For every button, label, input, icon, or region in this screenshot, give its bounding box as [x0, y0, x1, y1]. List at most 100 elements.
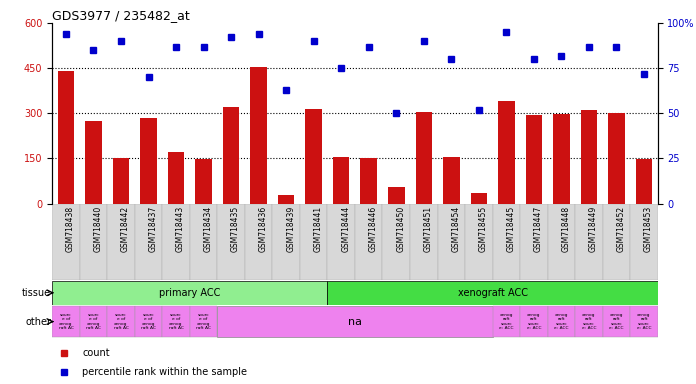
Bar: [58, 71, 74, 204]
Text: xenog
raft
sourc
e: ACC: xenog raft sourc e: ACC: [609, 313, 624, 330]
Text: percentile rank within the sample: percentile rank within the sample: [82, 367, 248, 377]
Text: sourc
e of
xenog
raft AC: sourc e of xenog raft AC: [58, 313, 73, 330]
Text: GSM718451: GSM718451: [424, 206, 433, 252]
Bar: [470, 193, 487, 204]
Text: GSM718444: GSM718444: [341, 206, 350, 252]
Bar: [410, 204, 438, 280]
Text: GSM718440: GSM718440: [93, 206, 102, 252]
Bar: [548, 306, 575, 337]
Bar: [300, 204, 327, 280]
Text: GSM718450: GSM718450: [396, 206, 405, 252]
Bar: [520, 306, 548, 337]
Bar: [107, 204, 135, 280]
Bar: [162, 204, 190, 280]
Bar: [80, 306, 107, 337]
Text: GSM718448: GSM718448: [562, 206, 571, 252]
Bar: [52, 306, 80, 337]
Text: xenog
raft
sourc
e: ACC: xenog raft sourc e: ACC: [554, 313, 569, 330]
Text: GSM718455: GSM718455: [479, 206, 488, 252]
Text: GSM718447: GSM718447: [534, 206, 543, 252]
Text: xenog
raft
sourc
e: ACC: xenog raft sourc e: ACC: [637, 313, 651, 330]
Text: xenog
raft
sourc
e: ACC: xenog raft sourc e: ACC: [527, 313, 541, 330]
Bar: [443, 157, 459, 204]
Bar: [217, 306, 493, 337]
Bar: [168, 152, 184, 204]
Bar: [327, 204, 355, 280]
Text: sourc
e of
xenog
raft AC: sourc e of xenog raft AC: [196, 313, 211, 330]
Text: other: other: [25, 316, 52, 327]
Bar: [333, 157, 349, 204]
Bar: [383, 204, 410, 280]
Bar: [493, 306, 520, 337]
Bar: [580, 110, 597, 204]
Text: GSM718438: GSM718438: [66, 206, 75, 252]
Bar: [498, 101, 514, 204]
Bar: [388, 187, 404, 204]
Bar: [245, 204, 272, 280]
Text: xenog
raft
sourc
e: ACC: xenog raft sourc e: ACC: [582, 313, 596, 330]
Text: tissue: tissue: [22, 288, 52, 298]
Text: primary ACC: primary ACC: [159, 288, 221, 298]
Text: GSM718443: GSM718443: [176, 206, 185, 252]
Bar: [107, 306, 135, 337]
Text: GSM718453: GSM718453: [644, 206, 653, 252]
Bar: [553, 114, 569, 204]
Text: count: count: [82, 348, 110, 358]
Bar: [575, 306, 603, 337]
Text: GSM718435: GSM718435: [231, 206, 240, 252]
Text: GDS3977 / 235482_at: GDS3977 / 235482_at: [52, 9, 190, 22]
Bar: [520, 204, 548, 280]
Bar: [630, 306, 658, 337]
Bar: [603, 204, 630, 280]
Bar: [113, 158, 129, 204]
Bar: [525, 115, 542, 204]
Bar: [361, 158, 377, 204]
Bar: [135, 204, 162, 280]
Text: sourc
e of
xenog
raft AC: sourc e of xenog raft AC: [113, 313, 129, 330]
Bar: [306, 109, 322, 204]
Bar: [575, 204, 603, 280]
Text: GSM718442: GSM718442: [121, 206, 130, 252]
Bar: [141, 118, 157, 204]
Bar: [630, 204, 658, 280]
Bar: [251, 67, 267, 204]
Bar: [80, 204, 107, 280]
Bar: [217, 204, 245, 280]
Bar: [465, 204, 493, 280]
Bar: [272, 204, 300, 280]
Text: na: na: [348, 316, 362, 327]
Bar: [355, 204, 383, 280]
Text: GSM718437: GSM718437: [148, 206, 157, 252]
Text: sourc
e of
xenog
raft AC: sourc e of xenog raft AC: [168, 313, 184, 330]
Bar: [635, 159, 652, 204]
Text: GSM718439: GSM718439: [286, 206, 295, 252]
Text: GSM718452: GSM718452: [617, 206, 626, 252]
Bar: [608, 113, 625, 204]
Bar: [52, 204, 80, 280]
Text: GSM718434: GSM718434: [203, 206, 212, 252]
Text: GSM718446: GSM718446: [369, 206, 378, 252]
Text: GSM718436: GSM718436: [259, 206, 268, 252]
Bar: [223, 107, 239, 204]
Text: xenog
raft
sourc
e: ACC: xenog raft sourc e: ACC: [499, 313, 514, 330]
Bar: [278, 195, 294, 204]
Bar: [85, 121, 102, 204]
Bar: [190, 306, 217, 337]
Text: sourc
e of
xenog
raft AC: sourc e of xenog raft AC: [86, 313, 101, 330]
Bar: [196, 159, 212, 204]
Bar: [135, 306, 162, 337]
Bar: [52, 281, 327, 305]
Bar: [162, 306, 190, 337]
Text: GSM718454: GSM718454: [451, 206, 460, 252]
Bar: [190, 204, 217, 280]
Bar: [327, 281, 658, 305]
Bar: [493, 204, 520, 280]
Text: GSM718449: GSM718449: [589, 206, 598, 252]
Bar: [603, 306, 630, 337]
Bar: [548, 204, 575, 280]
Bar: [416, 112, 432, 204]
Bar: [438, 204, 465, 280]
Text: xenograft ACC: xenograft ACC: [457, 288, 528, 298]
Text: GSM718445: GSM718445: [506, 206, 515, 252]
Text: GSM718441: GSM718441: [314, 206, 323, 252]
